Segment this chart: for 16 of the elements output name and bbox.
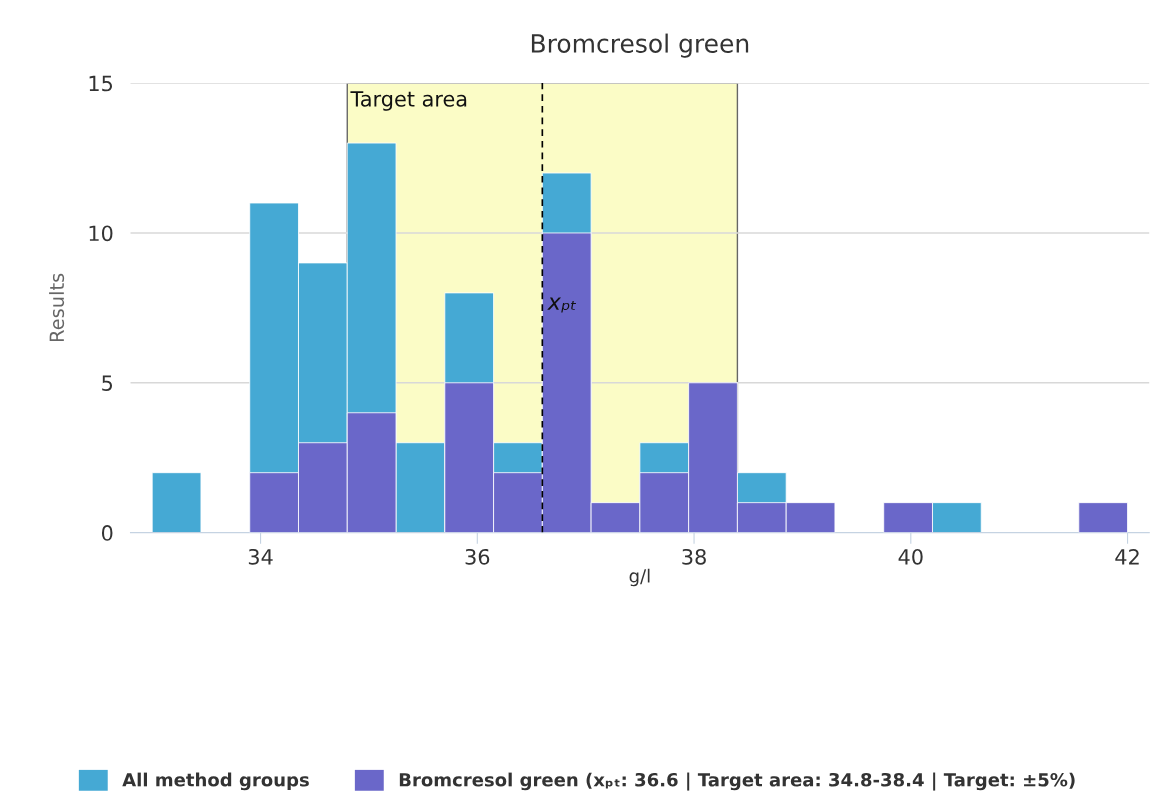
legend-label: All method groups (122, 772, 309, 791)
x-tick-label: 34 (248, 548, 273, 565)
x-tick-label: 40 (898, 548, 923, 565)
x-tick-label: 36 (465, 548, 490, 565)
chart-title: Bromcresol green (531, 33, 749, 58)
ref-line-label: xₚₜ (547, 297, 577, 313)
y-axis-title: Results (49, 273, 65, 342)
x-tick-label: 42 (1115, 548, 1139, 565)
x-axis-title: g/l (629, 568, 650, 587)
band-label: Target area (350, 91, 467, 111)
y-tick-label: 10 (89, 225, 113, 242)
legend-label: Bromcresol green (xₚₜ: 36.6 | Target area: 34.8-38.4 | Target: ±5%) (399, 772, 1075, 791)
y-tick-label: 5 (102, 375, 113, 391)
x-tick-label: 38 (682, 548, 706, 565)
y-tick-label: 15 (89, 75, 113, 92)
y-tick-label: 0 (101, 525, 113, 541)
